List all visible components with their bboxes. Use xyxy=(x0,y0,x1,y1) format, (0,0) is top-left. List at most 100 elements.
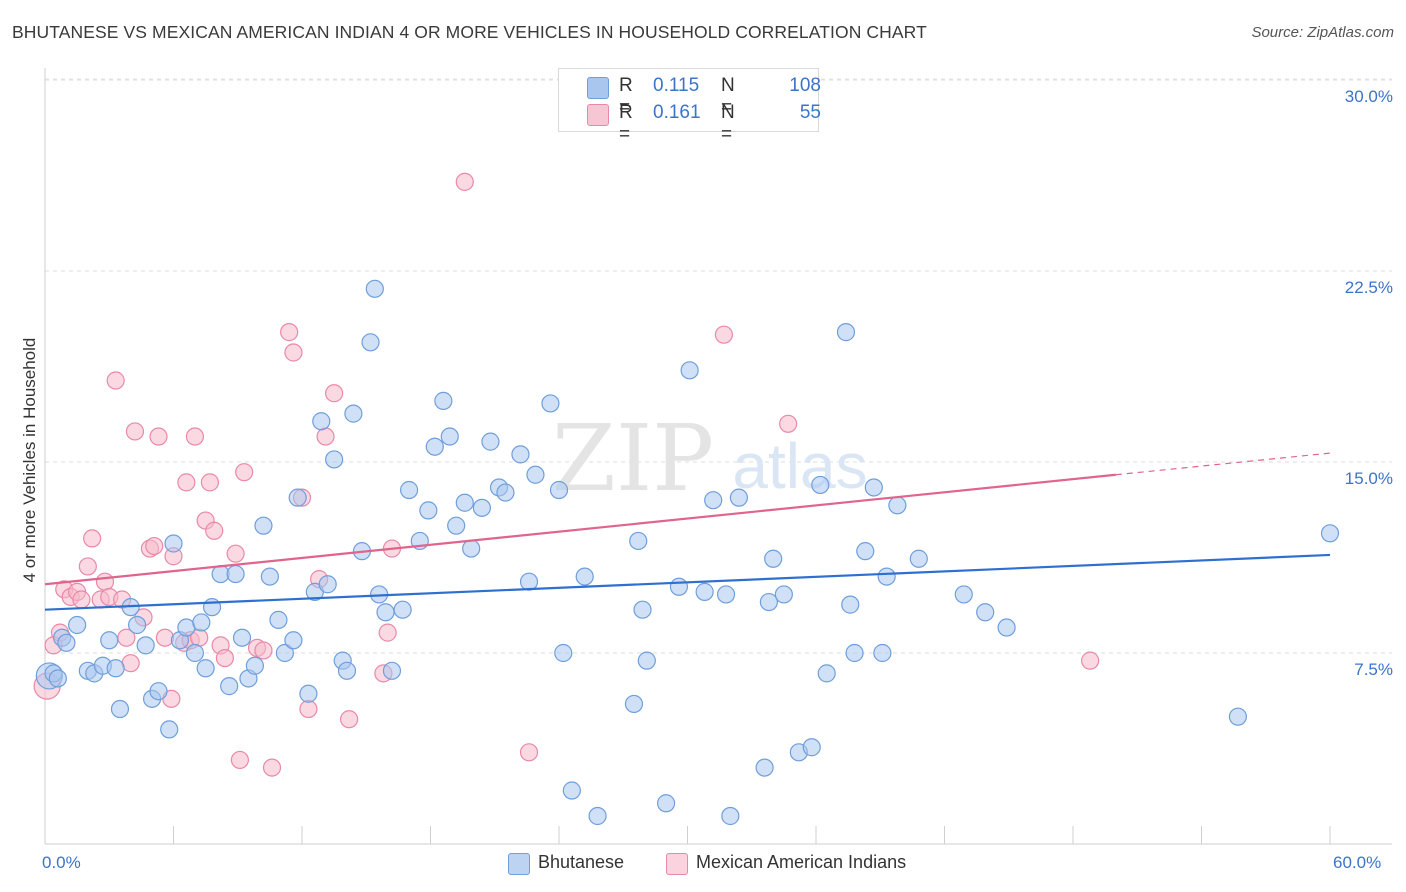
mexican-american-indians-point xyxy=(325,384,344,403)
legend-swatch-pink xyxy=(666,853,688,875)
bhutanese-point xyxy=(254,516,273,535)
bhutanese-point xyxy=(269,610,288,629)
bhutanese-point xyxy=(185,643,205,663)
mexican-american-indians-point xyxy=(205,521,224,540)
bhutanese-point xyxy=(455,493,474,512)
bhutanese-point xyxy=(202,598,222,617)
bhutanese-point xyxy=(669,577,689,596)
mexican-american-indians-point xyxy=(1081,651,1100,670)
bhutanese-point xyxy=(393,600,412,619)
mexican-american-indians-point xyxy=(185,427,205,446)
bhutanese-point xyxy=(232,628,252,647)
mexican-american-indians-point xyxy=(78,557,97,576)
bhutanese-point xyxy=(68,615,87,635)
bhutanese-point xyxy=(220,677,239,696)
chart-title: BHUTANESE VS MEXICAN AMERICAN INDIAN 4 O… xyxy=(12,22,927,42)
bhutanese-point xyxy=(888,496,907,515)
bhutanese-point xyxy=(288,488,307,507)
bhutanese-point xyxy=(864,478,883,497)
bhutanese-point xyxy=(382,661,402,680)
bhutanese-point xyxy=(729,488,749,507)
mexican-american-indians-point xyxy=(177,473,196,492)
r-label: R = xyxy=(619,102,633,145)
bhutanese-point xyxy=(318,575,337,594)
bhutanese-point xyxy=(260,567,279,586)
mexican-american-indians-point xyxy=(262,758,282,777)
bhutanese-point xyxy=(721,806,740,826)
bhutanese-point xyxy=(399,480,419,500)
bhutanese-point xyxy=(462,539,481,558)
mexican-american-indians-point xyxy=(230,750,249,770)
bhutanese-point xyxy=(284,631,303,650)
mexican-american-indians-point xyxy=(149,427,168,446)
bhutanese-point xyxy=(481,432,500,451)
source-label: Source: ZipAtlas.com xyxy=(1251,24,1394,41)
bhutanese-point xyxy=(196,659,215,678)
bhutanese-point xyxy=(811,475,830,495)
bhutanese-point xyxy=(817,664,836,683)
bhutanese-point xyxy=(496,483,515,502)
bhutanese-point xyxy=(192,613,211,632)
bhutanese-point xyxy=(541,394,560,413)
bhutanese-point xyxy=(1228,707,1248,726)
bhutanese-point xyxy=(511,445,530,464)
bhutanese-point xyxy=(841,595,860,614)
mexican-american-indians-point xyxy=(378,623,397,642)
n-label: N = xyxy=(721,102,735,145)
mexican-american-indians-point xyxy=(226,544,245,563)
mexican-american-indians-point xyxy=(519,743,539,762)
trend-line-mexican-american-indians xyxy=(44,473,1116,586)
legend-label: Mexican American Indians xyxy=(696,852,907,872)
x-tick-label-max: 60.0% xyxy=(1333,853,1382,872)
bhutanese-point xyxy=(337,661,357,680)
bhutanese-point xyxy=(624,694,644,714)
bhutanese-point xyxy=(472,498,491,517)
mexican-american-indians-point xyxy=(95,572,115,591)
legend-label: Bhutanese xyxy=(538,852,625,872)
mexican-american-indians-point xyxy=(145,536,164,556)
trend-line-extension xyxy=(1115,452,1331,476)
bhutanese-point xyxy=(434,391,453,410)
bhutanese-point xyxy=(312,412,331,431)
mexican-american-indians-point xyxy=(280,323,299,342)
bhutanese-point xyxy=(997,618,1016,637)
bhutanese-point xyxy=(226,564,245,584)
mexican-american-indians-point xyxy=(215,648,234,668)
bhutanese-point xyxy=(562,781,581,800)
mexican-american-indians-point xyxy=(200,473,220,492)
bhutanese-point xyxy=(909,549,928,568)
bhutanese-point xyxy=(1320,524,1340,543)
bhutanese-point xyxy=(845,643,864,663)
bhutanese-point xyxy=(575,567,594,586)
watermark: ZIP atlas xyxy=(552,405,868,512)
legend-swatch-blue xyxy=(508,853,530,875)
bhutanese-point xyxy=(759,592,778,612)
mexican-american-indians-point xyxy=(106,371,125,390)
mexican-american-indians-point xyxy=(779,414,798,433)
bhutanese-point xyxy=(716,585,736,604)
watermark-zip: ZIP xyxy=(552,405,714,512)
bhutanese-point xyxy=(836,323,856,342)
axes xyxy=(44,68,1392,845)
bhutanese-point xyxy=(877,567,896,586)
bhutanese-point xyxy=(160,720,179,739)
y-tick-label: 22.5% xyxy=(1344,278,1393,297)
bhutanese-point xyxy=(57,633,76,652)
swatch-blue xyxy=(587,77,609,99)
r-value: 0.115 xyxy=(653,75,700,96)
x-tick-label-min: 0.0% xyxy=(42,853,81,872)
bhutanese-point xyxy=(344,404,363,423)
bhutanese-point xyxy=(164,534,183,553)
bhutanese-point xyxy=(976,603,995,622)
bhutanese-point xyxy=(764,549,783,568)
mexican-american-indians-point xyxy=(254,641,273,660)
mexican-american-indians-point xyxy=(316,427,335,446)
y-tick-label: 30.0% xyxy=(1344,87,1393,106)
bhutanese-point xyxy=(149,682,168,701)
bhutanese-point xyxy=(299,684,318,703)
bhutanese-point xyxy=(680,361,699,380)
series-bhutanese xyxy=(35,279,1340,826)
mexican-american-indians-point xyxy=(284,343,303,362)
bhutanese-point xyxy=(802,738,821,757)
bhutanese-point xyxy=(519,572,539,591)
